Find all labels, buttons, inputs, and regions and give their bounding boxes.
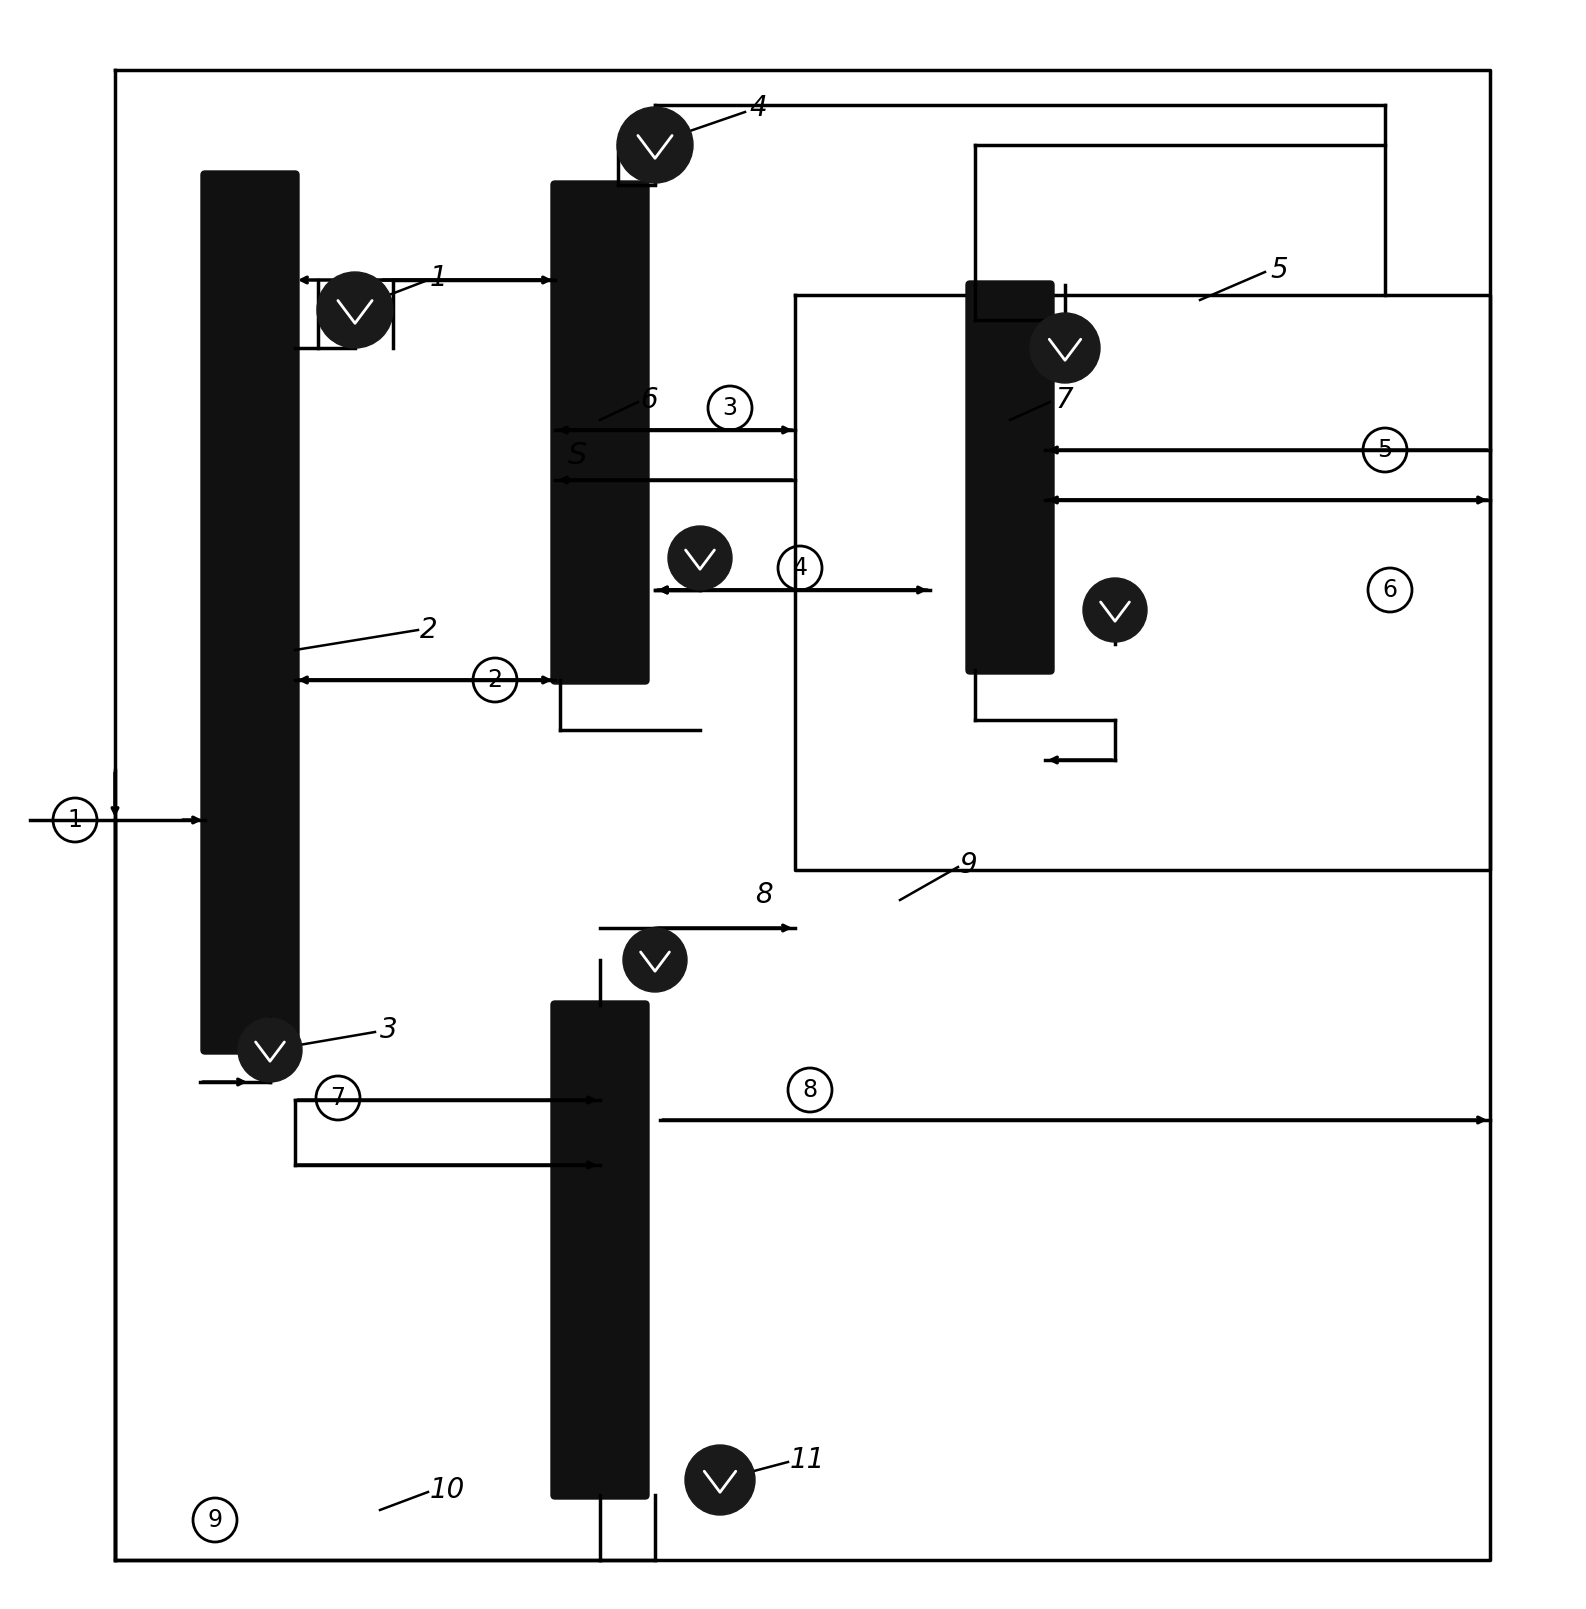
- Circle shape: [617, 108, 693, 183]
- Text: 8: 8: [803, 1078, 817, 1102]
- Circle shape: [623, 928, 687, 993]
- Circle shape: [1083, 578, 1147, 642]
- Text: 9: 9: [960, 851, 977, 879]
- Text: 10: 10: [430, 1475, 465, 1504]
- Text: 5: 5: [1270, 256, 1288, 285]
- Text: 3: 3: [723, 396, 737, 420]
- Text: 7: 7: [330, 1086, 346, 1110]
- Circle shape: [317, 272, 393, 348]
- FancyBboxPatch shape: [966, 282, 1055, 674]
- Circle shape: [238, 1018, 301, 1081]
- Text: 5: 5: [1377, 438, 1393, 462]
- Text: 9: 9: [208, 1508, 222, 1532]
- Text: 2: 2: [487, 668, 503, 692]
- Circle shape: [668, 526, 733, 591]
- Text: 7: 7: [1055, 386, 1072, 414]
- FancyBboxPatch shape: [550, 180, 649, 684]
- Text: 4: 4: [793, 557, 807, 579]
- Circle shape: [1029, 314, 1101, 383]
- Text: 1: 1: [68, 808, 82, 832]
- Text: 1: 1: [430, 264, 447, 291]
- Text: 4: 4: [750, 93, 768, 122]
- FancyBboxPatch shape: [550, 1001, 649, 1500]
- Text: S: S: [568, 441, 587, 470]
- Text: 6: 6: [641, 386, 658, 414]
- Text: 2: 2: [420, 616, 438, 644]
- Text: 6: 6: [1383, 578, 1397, 602]
- Text: 3: 3: [381, 1015, 398, 1044]
- FancyBboxPatch shape: [201, 171, 300, 1054]
- Circle shape: [685, 1445, 755, 1516]
- Text: 8: 8: [755, 882, 772, 909]
- Text: 11: 11: [790, 1446, 825, 1474]
